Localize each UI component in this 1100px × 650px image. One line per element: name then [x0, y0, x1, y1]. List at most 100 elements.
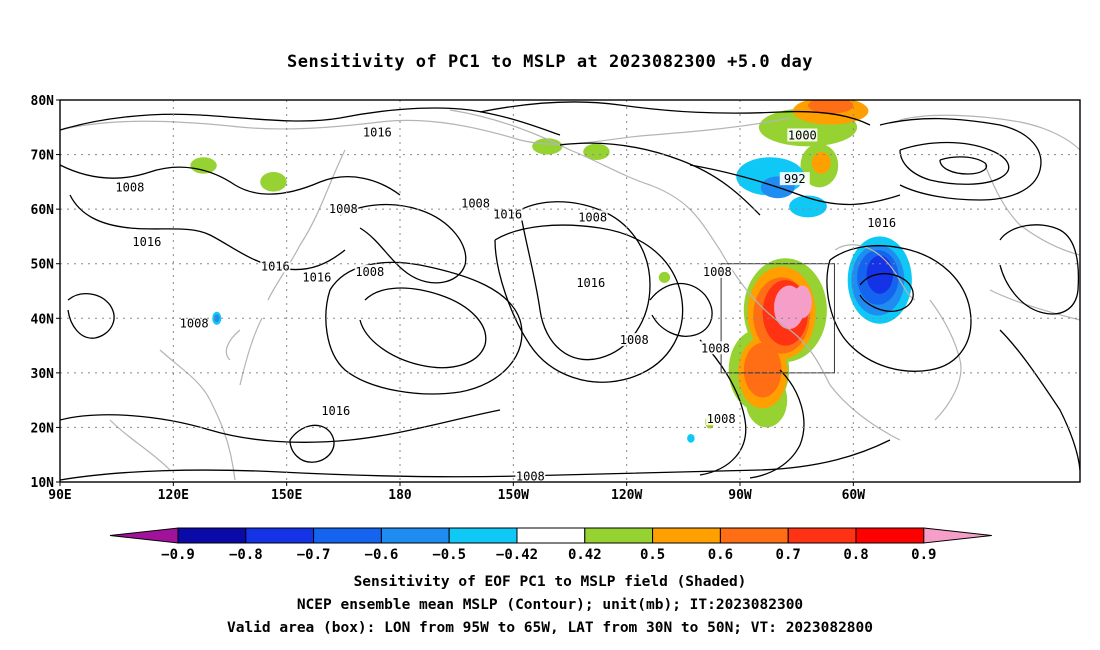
contour-label: 1016 [576, 276, 605, 290]
colorbar-label: 0.9 [911, 547, 936, 563]
colorbar-swatch [380, 527, 450, 544]
contour-label: 1016 [302, 270, 331, 284]
contour-label: 1008 [620, 333, 649, 347]
colorbar-label: −0.8 [229, 547, 263, 563]
contour-label-bg [779, 172, 810, 186]
map-background [60, 100, 1080, 482]
lon-label: 150W [498, 488, 529, 503]
lat-label: 70N [31, 149, 55, 164]
contour-label: 1008 [329, 202, 358, 216]
contour-label-bg [515, 469, 546, 482]
longitude-axis: 90E 120E 150E 180 150W 120W 90W 60W [48, 482, 865, 503]
lon-label: 120E [158, 488, 189, 503]
contour-label-bg [301, 270, 332, 284]
contour-label-bg [575, 275, 606, 289]
lat-label: 40N [31, 312, 55, 327]
lat-label: 50N [31, 258, 55, 273]
latitude-axis: 80N 70N 60N 50N 40N 30N 20N 10N [31, 94, 60, 491]
sensitivity-blob [214, 314, 220, 323]
mslp-contours [60, 101, 1080, 481]
contour-label-bg [866, 215, 897, 229]
contour-label: 1016 [867, 216, 896, 230]
sensitivity-blob [789, 195, 827, 218]
contour-label-bg [460, 196, 491, 210]
contour-label: 1008 [355, 265, 384, 279]
chart-title: Sensitivity of PC1 to MSLP at 2023082300… [286, 52, 813, 72]
colorbar-swatch [177, 527, 247, 544]
contour-label-bg [114, 180, 145, 194]
colorbar-label: −0.6 [365, 547, 399, 563]
contour-label: 1016 [493, 208, 522, 222]
caption-shaded: Sensitivity of EOF PC1 to MSLP field (Sh… [353, 574, 747, 590]
contour-label: 1008 [180, 317, 209, 331]
map-frame [59, 99, 1081, 483]
contour-label-bg [362, 125, 393, 139]
contour-label: 1008 [703, 265, 732, 279]
colorbar: −0.9 −0.8 −0.7 −0.6 −0.5 −0.42 0.42 0.5 0.6 0.7 0.… [109, 527, 992, 563]
colorbar-arrow-low [109, 527, 179, 544]
contour-label-bg [260, 259, 291, 273]
contour-label: 1008 [701, 341, 730, 355]
sensitivity-blob [658, 271, 671, 283]
sensitivity-blob [811, 151, 831, 174]
contour-label: 1008 [461, 197, 490, 211]
colorbar-swatch [584, 527, 654, 544]
sensitivity-blob [808, 100, 854, 114]
contour-label-bg [700, 341, 731, 355]
valid-area-box [720, 263, 835, 374]
lat-label: 80N [31, 94, 55, 109]
lon-label: 90W [728, 488, 752, 503]
colorbar-label: 0.42 [568, 547, 602, 563]
contour-label: 1016 [321, 404, 350, 418]
sensitivity-blob [743, 342, 782, 398]
lat-label: 60N [31, 203, 55, 218]
coastlines [60, 109, 1080, 481]
sensitivity-shading [190, 100, 912, 443]
sensitivity-blob [532, 138, 563, 155]
sensitivity-blob [687, 433, 695, 443]
contour-label-bg [706, 412, 737, 426]
caption-valid-area: Valid area (box): LON from 95W to 65W, L… [226, 620, 873, 636]
colorbar-swatch [313, 527, 382, 544]
lat-label: 20N [31, 421, 55, 436]
lat-label: 10N [31, 476, 55, 491]
contour-label: 1016 [363, 126, 392, 140]
colorbar-label: −0.7 [297, 547, 331, 563]
contour-label-bg [320, 404, 351, 418]
colorbar-label: 0.8 [843, 547, 868, 563]
lon-label: 150E [271, 488, 302, 503]
colorbar-label: 0.6 [708, 547, 733, 563]
colorbar-label: −0.5 [432, 547, 466, 563]
contour-label-bg [577, 210, 608, 224]
contour-label-bg [702, 264, 733, 278]
contour-label: 1016 [132, 235, 161, 249]
lat-label: 30N [31, 367, 55, 382]
colorbar-label: −0.9 [161, 547, 195, 563]
contour-label-bg [354, 264, 385, 278]
sensitivity-blob [792, 285, 812, 319]
colorbar-swatch [652, 527, 721, 544]
colorbar-label: 0.7 [776, 547, 801, 563]
contour-label: 1000 [788, 128, 817, 142]
contour-label-bg [619, 333, 650, 347]
contour-label: 1008 [707, 412, 736, 426]
contour-label: 992 [784, 172, 806, 186]
sensitivity-blob [190, 157, 217, 174]
colorbar-swatch [787, 527, 857, 544]
colorbar-swatch [855, 527, 925, 544]
contour-label-bg [179, 316, 210, 330]
lon-label: 90E [48, 488, 71, 503]
contour-label: 1016 [261, 259, 290, 273]
colorbar-swatch [516, 527, 586, 544]
lon-label: 120W [611, 488, 642, 503]
contour-label-bg [492, 207, 523, 221]
sensitivity-blob [260, 172, 287, 192]
sensitivity-blob [583, 143, 610, 161]
caption-contour: NCEP ensemble mean MSLP (Contour); unit(… [296, 597, 804, 613]
contour-label: 1008 [578, 210, 607, 224]
colorbar-swatch [448, 527, 518, 544]
contour-label-bg [787, 128, 818, 142]
contour-label-bg [131, 234, 162, 248]
